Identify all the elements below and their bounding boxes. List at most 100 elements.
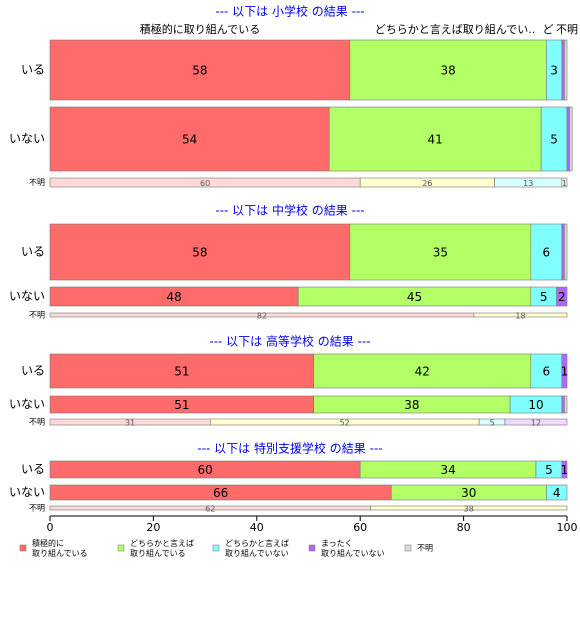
row-label: いる — [21, 245, 45, 259]
row-label: いない — [9, 485, 45, 499]
row-label: 不明 — [29, 311, 45, 320]
row-label: いる — [21, 63, 45, 77]
data-label: 18 — [515, 312, 525, 321]
panel-title: --- 以下は 特別支援学校 の結果 --- — [197, 441, 382, 456]
legend-label: まったく取り組んでいない — [321, 539, 385, 558]
row-label: 不明 — [29, 504, 45, 513]
bar-segment — [530, 353, 563, 389]
data-label: 82 — [257, 312, 267, 321]
panel-title: --- 以下は 高等学校 の結果 --- — [209, 334, 370, 349]
row-label: いない — [9, 397, 45, 411]
row-label: いない — [9, 289, 45, 303]
data-label: 5 — [540, 290, 548, 304]
column-label: 不明 — [556, 23, 578, 36]
data-label: 26 — [422, 179, 432, 188]
bar-segment — [540, 106, 568, 172]
bar-segment — [349, 223, 532, 281]
bar-segment — [569, 106, 573, 172]
data-label: 12 — [531, 419, 541, 428]
data-label: 54 — [182, 133, 197, 147]
data-label: 41 — [428, 133, 443, 147]
legend-label: どちらかと言えば取り組んでいる — [130, 538, 194, 558]
legend-swatch — [308, 544, 316, 552]
bar-segment — [49, 39, 351, 101]
row-label: いる — [21, 462, 45, 476]
row-label: 不明 — [29, 418, 45, 427]
bar-segment — [473, 312, 568, 318]
x-tick-label: 100 — [557, 521, 578, 534]
row-label: 不明 — [29, 178, 45, 187]
row-label: いない — [9, 132, 45, 146]
bar-segment — [328, 106, 542, 172]
data-label: 60 — [197, 463, 212, 477]
bar-segment — [546, 484, 568, 501]
data-label: 5 — [489, 419, 494, 428]
bar-segment — [530, 223, 563, 281]
data-label: 38 — [464, 505, 474, 514]
data-label: 45 — [407, 290, 422, 304]
data-label: 58 — [192, 64, 207, 78]
bar-segment — [561, 395, 565, 414]
legend-label: 不明 — [417, 544, 433, 553]
data-label: 42 — [415, 365, 430, 379]
data-label: 13 — [523, 179, 533, 188]
column-label: どちらかと言えば取り組んでい.. — [375, 23, 535, 36]
legend-label: 積極的に取り組んでいる — [32, 538, 88, 558]
bar-segment — [556, 286, 568, 307]
x-tick-label: 20 — [146, 521, 160, 534]
data-label: 66 — [213, 486, 228, 500]
legend-swatch — [404, 544, 412, 552]
bar-segment — [561, 460, 568, 479]
bar-segment — [49, 106, 330, 172]
bar-segment — [349, 39, 547, 101]
data-label: 51 — [174, 365, 189, 379]
data-label: 2 — [558, 290, 566, 304]
bar-segment — [561, 39, 565, 101]
data-label: 58 — [192, 246, 207, 260]
data-label: 48 — [166, 290, 181, 304]
data-label: 34 — [440, 463, 455, 477]
x-tick-label: 40 — [250, 521, 264, 534]
data-label: 38 — [404, 398, 419, 412]
bar-segment — [49, 353, 314, 389]
bar-segment — [561, 223, 565, 281]
data-label: 38 — [440, 64, 455, 78]
data-label: 5 — [550, 133, 558, 147]
bar-segment — [561, 353, 568, 389]
data-label: 1 — [561, 463, 569, 477]
data-label: 31 — [125, 419, 135, 428]
row-label: いる — [21, 364, 45, 378]
x-tick-label: 60 — [353, 521, 367, 534]
data-label: 62 — [205, 505, 215, 514]
legend-swatch — [212, 544, 220, 552]
data-label: 1 — [561, 365, 569, 379]
column-label: ど — [543, 23, 554, 36]
data-label: 60 — [200, 179, 210, 188]
bar-segment — [313, 353, 532, 389]
data-label: 4 — [553, 486, 561, 500]
legend-label: どちらかと言えば取り組んでいない — [225, 538, 289, 558]
x-tick-label: 0 — [47, 521, 54, 534]
column-label: 積極的に取り組んでいる — [140, 22, 260, 36]
legend-swatch — [19, 544, 27, 552]
x-tick-label: 80 — [457, 521, 471, 534]
data-label: 30 — [461, 486, 476, 500]
bar-segment — [370, 505, 568, 511]
bar-segment — [564, 223, 568, 281]
bar-segment — [564, 395, 568, 414]
data-label: 51 — [174, 398, 189, 412]
panel-title: --- 以下は 中学校 の結果 --- — [215, 203, 364, 218]
data-label: 6 — [542, 365, 550, 379]
data-label: 5 — [545, 463, 553, 477]
bar-segment — [504, 418, 568, 426]
data-label: 1 — [562, 179, 567, 188]
panel-title: --- 以下は 小学校 の結果 --- — [215, 4, 364, 19]
data-label: 3 — [550, 64, 558, 78]
bar-segment — [561, 177, 568, 188]
data-label: 35 — [433, 246, 448, 260]
legend-swatch — [117, 544, 125, 552]
data-label: 6 — [542, 246, 550, 260]
bar-segment — [564, 39, 568, 101]
bar-segment — [49, 223, 351, 281]
